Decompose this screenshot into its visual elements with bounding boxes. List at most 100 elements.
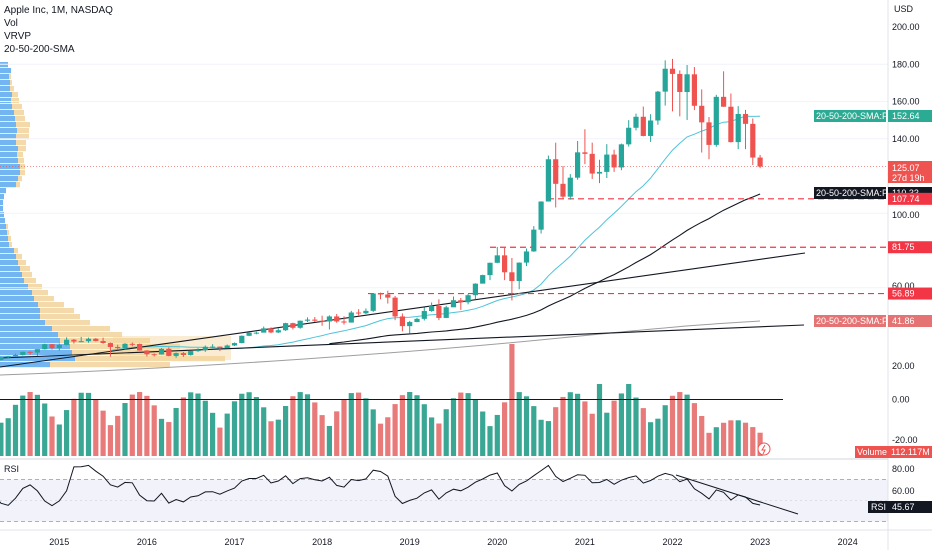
vrvp-bar-down <box>18 176 22 182</box>
volume-bar <box>319 415 325 456</box>
candle-body <box>706 122 712 145</box>
candle-body <box>494 255 500 263</box>
candle-body <box>42 344 48 350</box>
vrvp-bar-down <box>24 278 36 284</box>
candle-body <box>648 120 654 136</box>
vrvp-bar-up <box>0 308 40 314</box>
candle-body <box>246 332 252 336</box>
vrvp-bar-up <box>0 236 8 242</box>
vrvp-bar-down <box>11 98 19 104</box>
trendline-lower <box>0 324 805 359</box>
candle-body <box>297 320 303 328</box>
indicator-sma[interactable]: 20-50-200-SMA <box>4 44 75 55</box>
indicator-vol[interactable]: Vol <box>4 18 18 29</box>
candle-body <box>458 300 464 303</box>
price-tick-label: 60.00 <box>892 281 915 291</box>
sma-plot-tag-1-label-bg <box>814 110 886 122</box>
volume-bar <box>392 404 398 456</box>
sma-plot-tag-2-label: 20-50-200-SMA:Plot <box>816 188 898 198</box>
earnings-icon-circle <box>757 442 771 456</box>
currency-label: USD <box>894 4 914 14</box>
vrvp-bar-down <box>34 296 54 302</box>
volume-bar <box>290 396 296 456</box>
volume-bar <box>356 392 362 456</box>
volume-bar <box>531 406 537 456</box>
sma-plot-tag-1-value: 152.64 <box>892 111 920 121</box>
volume-bar <box>217 427 223 456</box>
candle-body <box>611 154 617 168</box>
volume-bar <box>195 393 201 456</box>
volume-bar <box>180 397 186 456</box>
vrvp-bar-up <box>0 242 9 248</box>
volume-bar <box>137 392 143 456</box>
candle-body <box>575 152 581 178</box>
time-tick-label: 2018 <box>312 537 332 547</box>
volume-bar <box>618 393 624 456</box>
volume-bar <box>12 404 19 456</box>
volume-bar <box>129 394 135 456</box>
vrvp-bar-up <box>0 296 34 302</box>
volume-tag-value: 112.117M <box>891 447 930 457</box>
candle-body <box>742 113 749 124</box>
candle-body <box>414 318 420 323</box>
candle-body <box>596 171 603 174</box>
candle-body <box>0 357 4 361</box>
candle-body <box>253 332 259 334</box>
rsi-tag-label: RSI <box>871 502 886 512</box>
candle-body <box>523 251 530 263</box>
candle-body <box>71 339 77 342</box>
volume-bar <box>268 421 274 456</box>
volume-bar <box>188 392 194 456</box>
rsi-tag-label-bg <box>868 501 888 513</box>
time-tick-label: 2022 <box>662 537 682 547</box>
time-tick-label: 2016 <box>137 537 157 547</box>
vrvp-bar-up <box>0 272 22 278</box>
price-tick-label: -20.00 <box>892 435 918 445</box>
candles <box>0 58 763 361</box>
vrvp-bar-down <box>12 92 18 98</box>
candle-body <box>640 116 646 136</box>
vrvp-bar-up <box>0 362 50 368</box>
vrvp-bar-down <box>10 86 14 92</box>
candle-body <box>407 322 413 327</box>
candle-body <box>261 328 267 333</box>
price-tick-label: 20.00 <box>892 361 915 371</box>
vrvp-bar-down <box>20 170 25 176</box>
candle-body <box>64 339 70 345</box>
volume-bar <box>224 413 230 456</box>
candle-body <box>399 316 405 327</box>
sma-plot-tag-3-value-bg <box>888 315 932 327</box>
price-tick-label: 0.00 <box>892 395 910 405</box>
price-axis: USD 200.00 180.00 160.00 140.00 100.00 60.00 20… <box>887 0 932 550</box>
candle-body <box>538 201 544 230</box>
volume-bar <box>385 417 391 456</box>
volume-bar <box>691 403 697 456</box>
candle-body <box>370 293 376 311</box>
vrvp-bar-down <box>58 332 122 338</box>
candle-body <box>757 157 763 167</box>
candle-body <box>334 316 340 322</box>
price-tick-label: 140.00 <box>892 134 920 144</box>
candle-body <box>735 113 741 143</box>
volume-bar <box>502 402 508 456</box>
vrvp-bar-up <box>0 74 9 80</box>
volume-bar <box>596 384 603 456</box>
vrvp-bar-down <box>9 74 11 80</box>
candle-body <box>516 262 522 282</box>
volume-bar <box>100 410 106 456</box>
symbol-title[interactable]: Apple Inc, 1M, NASDAQ <box>4 5 113 16</box>
indicator-vrvp[interactable]: VRVP <box>4 31 32 42</box>
candle-body <box>713 96 719 145</box>
volume-bar <box>49 416 55 456</box>
rsi-tick-label: 60.00 <box>892 486 915 496</box>
vrvp-bar-down <box>18 146 26 152</box>
volume-bar <box>253 397 259 456</box>
candle-body <box>348 312 354 323</box>
volume-bar <box>611 400 617 456</box>
vrvp-bar-up <box>0 206 3 212</box>
candle-body <box>669 68 676 74</box>
volume-bar <box>71 398 77 456</box>
volume-bar <box>93 399 99 456</box>
